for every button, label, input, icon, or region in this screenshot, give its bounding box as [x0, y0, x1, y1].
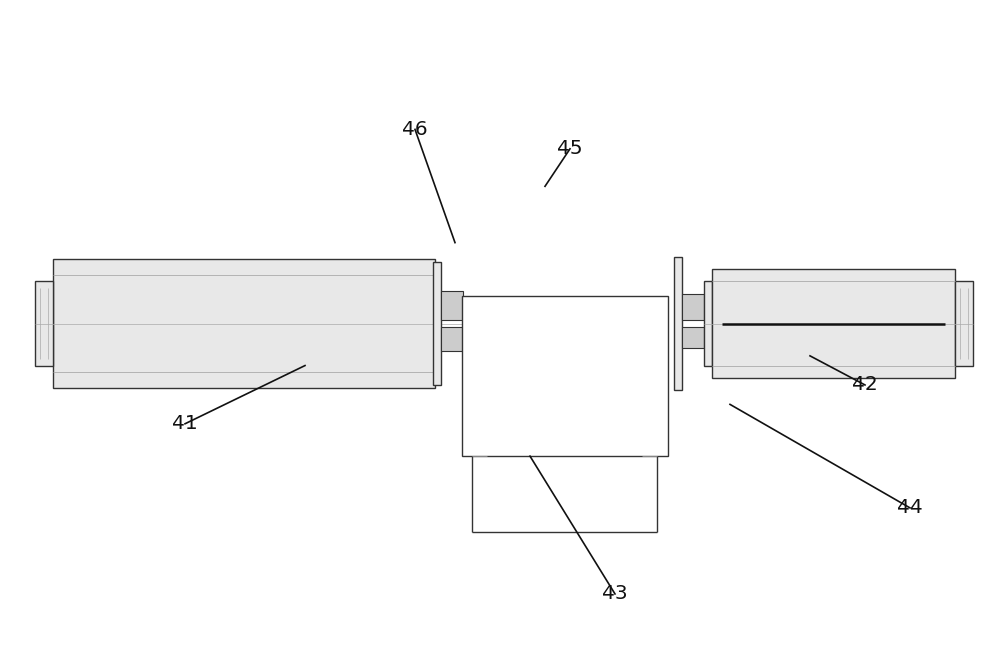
Bar: [712, 269, 955, 378]
Bar: [704, 281, 712, 366]
Text: 44: 44: [897, 498, 923, 518]
Bar: [53, 259, 435, 388]
Text: 43: 43: [602, 584, 628, 604]
Text: 45: 45: [557, 139, 583, 159]
Text: 41: 41: [172, 414, 198, 433]
Bar: [955, 281, 973, 366]
Bar: [441, 291, 463, 320]
Bar: [433, 262, 441, 385]
Bar: [674, 257, 682, 389]
Bar: [682, 327, 704, 348]
Bar: [682, 294, 704, 320]
Bar: [35, 281, 53, 366]
Text: 42: 42: [852, 375, 878, 395]
Text: 46: 46: [402, 120, 428, 139]
Bar: [462, 296, 668, 456]
Bar: [441, 327, 463, 351]
